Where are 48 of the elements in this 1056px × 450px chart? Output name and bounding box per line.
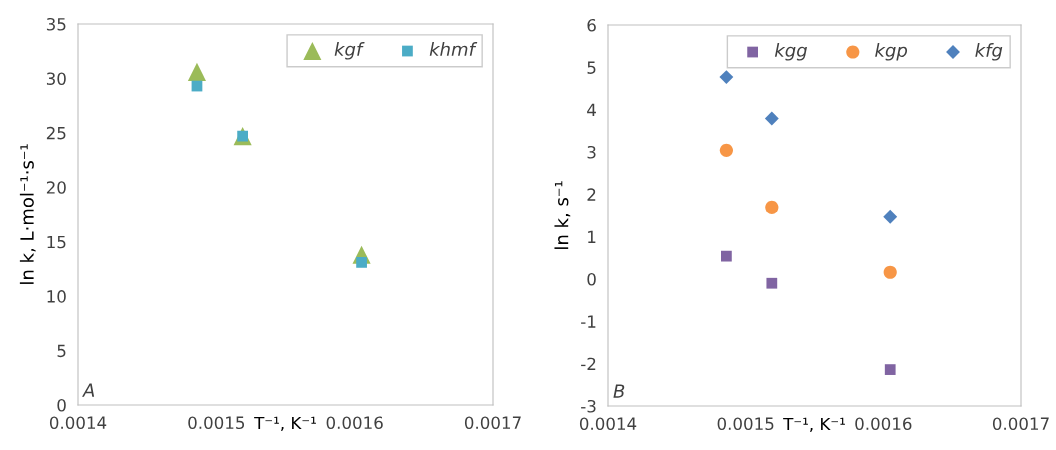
point bbox=[719, 143, 733, 157]
point bbox=[883, 265, 897, 279]
legend-label: khmf bbox=[429, 42, 478, 56]
y-tick-label: 5 bbox=[587, 61, 596, 74]
y-tick-label: 2 bbox=[587, 188, 596, 201]
x-tick-label: 0.0016 bbox=[326, 416, 383, 430]
x-tick-label: 0.0015 bbox=[717, 417, 774, 431]
point bbox=[719, 70, 734, 85]
y-tick-label: 25 bbox=[46, 126, 66, 140]
y-tick-label: 0 bbox=[587, 272, 596, 286]
x-tick-label: 0.0014 bbox=[49, 416, 107, 430]
y-tick-label: 4 bbox=[587, 103, 596, 116]
y-tick-label: 30 bbox=[46, 72, 66, 85]
y-tick-label: 35 bbox=[46, 17, 66, 31]
annotation: B bbox=[613, 384, 625, 398]
x-tick-label: 0.0017 bbox=[464, 416, 521, 430]
y-tick-label: 10 bbox=[47, 290, 66, 303]
point bbox=[187, 62, 207, 81]
y-tick-label: 3 bbox=[587, 145, 596, 159]
point bbox=[766, 277, 778, 289]
point bbox=[764, 111, 779, 126]
point bbox=[765, 200, 779, 215]
legend-label: kgp bbox=[875, 43, 908, 61]
point bbox=[883, 209, 898, 224]
y-tick-label: 6 bbox=[587, 18, 596, 32]
annotation: A bbox=[82, 383, 95, 397]
legend-label: kfg bbox=[975, 43, 1003, 61]
legend-label: kgf bbox=[334, 42, 365, 60]
x-axis-title: T⁻¹, K⁻¹ bbox=[254, 416, 316, 432]
x-axis-title: T⁻¹, K⁻¹ bbox=[783, 417, 845, 433]
point bbox=[721, 250, 732, 262]
y-tick-label: -3 bbox=[581, 399, 596, 413]
y-axis-title: ln k, s⁻¹ bbox=[554, 181, 571, 249]
point bbox=[884, 364, 896, 375]
legend-label: kgg bbox=[774, 43, 807, 61]
point bbox=[356, 257, 367, 268]
x-tick-label: 0.0016 bbox=[855, 417, 912, 431]
y-tick-label: 20 bbox=[46, 181, 66, 194]
y-tick-label: -2 bbox=[581, 357, 596, 370]
y-tick-label: -1 bbox=[581, 315, 596, 328]
y-axis-title: ln k, L·mol⁻¹·s⁻¹ bbox=[19, 144, 36, 284]
x-tick-label: 0.0017 bbox=[992, 417, 1049, 431]
y-tick-label: 0 bbox=[57, 398, 66, 412]
x-tick-label: 0.0015 bbox=[188, 416, 245, 430]
x-tick-label: 0.0014 bbox=[579, 417, 637, 431]
y-tick-label: 1 bbox=[588, 230, 596, 243]
y-tick-label: 15 bbox=[47, 235, 66, 249]
y-tick-label: 5 bbox=[57, 344, 66, 358]
